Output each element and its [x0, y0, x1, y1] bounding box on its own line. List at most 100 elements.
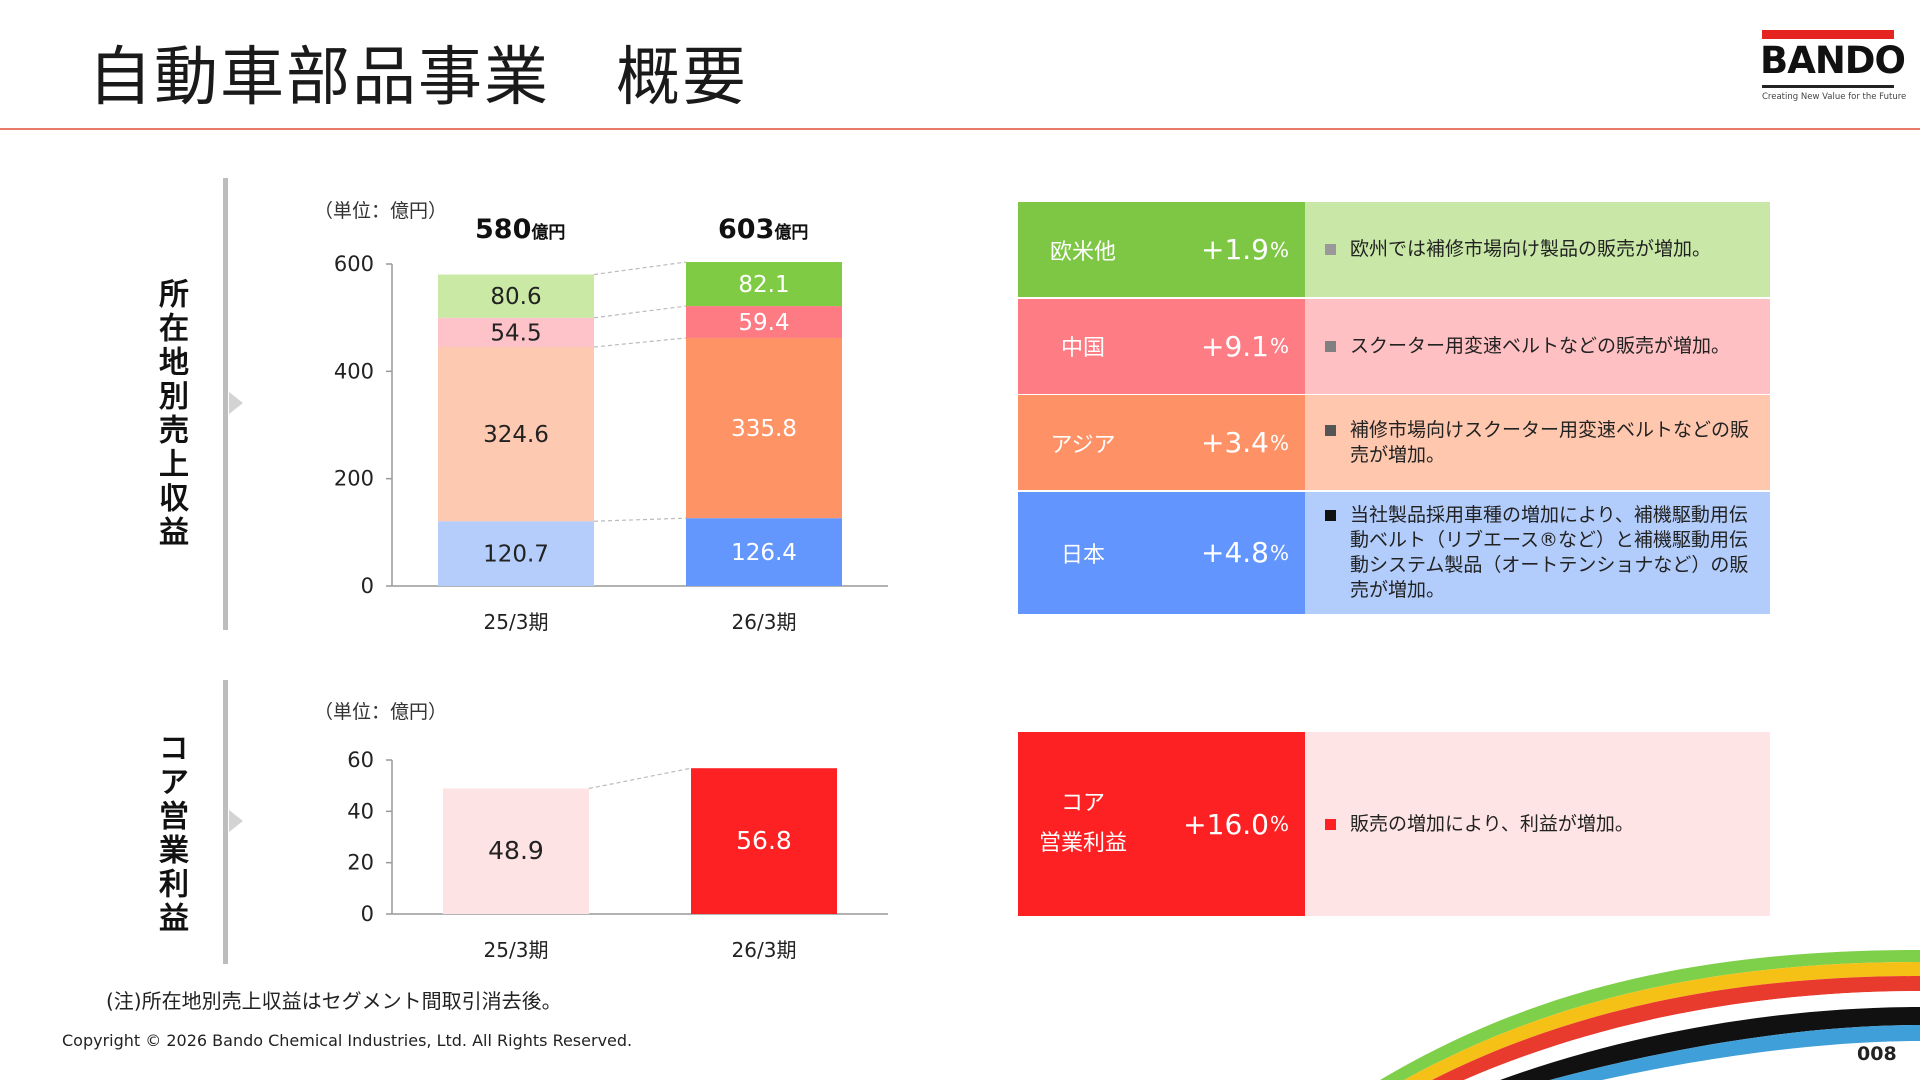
profit-growth-box: コア 営業利益 +16.0% 販売の増加により、利益が増加。 [1018, 732, 1770, 916]
bar-segment [438, 347, 594, 522]
segment-description-text: スクーター用変速ベルトなどの販売が増加。 [1350, 334, 1731, 357]
y-tick-label: 0 [361, 902, 374, 926]
bar-segment [438, 274, 594, 318]
bar-segment [686, 337, 842, 519]
profit-box-label: コア 営業利益 [1018, 732, 1148, 916]
bullet-icon [1325, 244, 1336, 255]
segment-growth-unit: % [1269, 430, 1289, 455]
segment-growth-value: +9.1 [1200, 329, 1269, 363]
profit-box-description: 販売の増加により、利益が増加。 [1305, 732, 1770, 916]
bullet-icon [1325, 340, 1336, 352]
profit-box-label-line1: コア [1060, 791, 1105, 816]
data-label: 82.1 [738, 272, 789, 298]
profit-box-growth: +16.0% [1148, 732, 1305, 916]
segment-growth: +3.4% [1148, 395, 1305, 490]
data-label: 120.7 [483, 542, 549, 568]
bullet-icon [1325, 424, 1336, 436]
data-label: 80.6 [490, 284, 541, 310]
segment-name: 中国 [1018, 298, 1148, 394]
profit-box-description-text: 販売の増加により、利益が増加。 [1350, 812, 1634, 835]
decorative-stripes [1380, 950, 1920, 1080]
sales-total-26: 603億円 [718, 214, 809, 245]
segment-name-text: 中国 [1060, 336, 1105, 361]
profit-box-growth-unit: % [1269, 812, 1289, 836]
segment-growth-value: +4.8 [1200, 536, 1269, 569]
sales-arrow-icon [229, 392, 243, 414]
segment-description: 欧州では補修市場向け製品の販売が増加。 [1305, 202, 1770, 297]
x-tick-label: 26/3期 [732, 938, 797, 962]
data-label: 59.4 [738, 310, 789, 336]
profit-section-line [223, 680, 228, 964]
segment-growth-unit: % [1269, 540, 1289, 565]
logo-red-bar [1762, 30, 1894, 39]
bar-segment [438, 317, 594, 348]
segment-name: 欧米他 [1018, 202, 1148, 297]
data-label: 48.9 [488, 836, 544, 865]
sales-total-25: 580億円 [475, 214, 566, 245]
segment-row: 日本 +4.8% 当社製品採用車種の増加により、補機駆動用伝動ベルト（リブエース®な… [1018, 491, 1770, 614]
sales-section-label: 所在地別売上収益 [153, 278, 188, 550]
bar-segment [686, 262, 842, 307]
data-label: 126.4 [731, 540, 797, 566]
sales-stacked-bar-chart: 0 200 400 600 25/3期 26/3期 120.7 324.6 54.5 80.6 12… [334, 252, 888, 634]
profit-bar-chart: 0 20 40 60 25/3期 26/3期 48.9 56.8 [347, 748, 888, 962]
segment-name-text: アジア [1050, 432, 1116, 458]
bar-segment [686, 306, 842, 338]
segment-description-text: 補修市場向けスクーター用変速ベルトなどの販売が増加。 [1350, 418, 1750, 466]
data-label: 335.8 [731, 416, 797, 442]
connector-line [593, 517, 687, 522]
x-tick-label: 26/3期 [732, 610, 797, 634]
data-label: 56.8 [736, 826, 792, 855]
segment-row: 欧米他 +1.9% 欧州では補修市場向け製品の販売が増加。 [1018, 202, 1770, 297]
connector-line [593, 305, 687, 319]
connector-line [588, 767, 692, 790]
bullet-icon [1325, 818, 1336, 830]
title-divider [0, 128, 1920, 130]
y-tick-label: 200 [334, 467, 374, 491]
profit-arrow-icon [229, 810, 243, 832]
y-tick-label: 40 [347, 799, 374, 823]
x-tick-label: 25/3期 [484, 610, 549, 634]
segment-growth-value: +1.9 [1200, 233, 1269, 266]
segment-row: アジア +3.4% 補修市場向けスクーター用変速ベルトなどの販売が増加。 [1018, 395, 1770, 490]
connector-line [593, 337, 687, 348]
profit-section-label: コア営業利益 [153, 732, 188, 936]
profit-box-growth-value: +16.0 [1183, 807, 1269, 841]
bar-segment [438, 521, 594, 586]
segment-growth: +4.8% [1148, 491, 1305, 614]
connector-line [593, 261, 687, 276]
sales-unit-label: （単位：億円） [314, 200, 448, 222]
y-tick-label: 600 [334, 252, 374, 276]
page-title: 自動車部品事業 概要 [88, 41, 748, 115]
y-tick-label: 60 [347, 748, 374, 772]
x-tick-label: 25/3期 [484, 938, 549, 962]
segment-description-text: 欧州では補修市場向け製品の販売が増加。 [1350, 238, 1712, 260]
segment-growth-table: 欧米他 +1.9% 欧州では補修市場向け製品の販売が増加。 中国 +9.1% スクーター用… [1018, 202, 1770, 614]
footnote: (注)所在地別売上収益はセグメント間取引消去後。 [106, 989, 562, 1013]
company-logo: BANDO [1760, 39, 1906, 82]
segment-growth: +1.9% [1148, 202, 1305, 297]
segment-description: スクーター用変速ベルトなどの販売が増加。 [1305, 298, 1770, 394]
y-tick-label: 0 [361, 574, 374, 598]
segment-name: 日本 [1018, 491, 1148, 614]
data-label: 324.6 [483, 422, 549, 448]
segment-name: アジア [1018, 395, 1148, 490]
data-label: 54.5 [490, 320, 541, 346]
profit-box-label-line2: 営業利益 [1038, 831, 1127, 856]
segment-description: 補修市場向けスクーター用変速ベルトなどの販売が増加。 [1305, 395, 1770, 490]
segment-growth-unit: % [1269, 334, 1289, 358]
logo-underline [1762, 85, 1894, 88]
page-number: 008 [1857, 1043, 1897, 1065]
segment-growth-unit: % [1269, 237, 1289, 262]
segment-name-text: 日本 [1060, 542, 1105, 568]
bullet-icon [1325, 509, 1336, 521]
copyright: Copyright © 2026 Bando Chemical Industri… [62, 1031, 633, 1050]
segment-growth: +9.1% [1148, 298, 1305, 394]
bar-segment [443, 788, 589, 914]
segment-growth-value: +3.4 [1200, 426, 1269, 459]
logo-tagline: Creating New Value for the Future [1762, 92, 1907, 102]
profit-unit-label: （単位：億円） [314, 701, 448, 723]
y-tick-label: 400 [334, 359, 374, 383]
segment-row: 中国 +9.1% スクーター用変速ベルトなどの販売が増加。 [1018, 298, 1770, 394]
segment-description-text: 当社製品採用車種の増加により、補機駆動用伝動ベルト（リブエース®など）と補機駆動… [1350, 503, 1749, 601]
